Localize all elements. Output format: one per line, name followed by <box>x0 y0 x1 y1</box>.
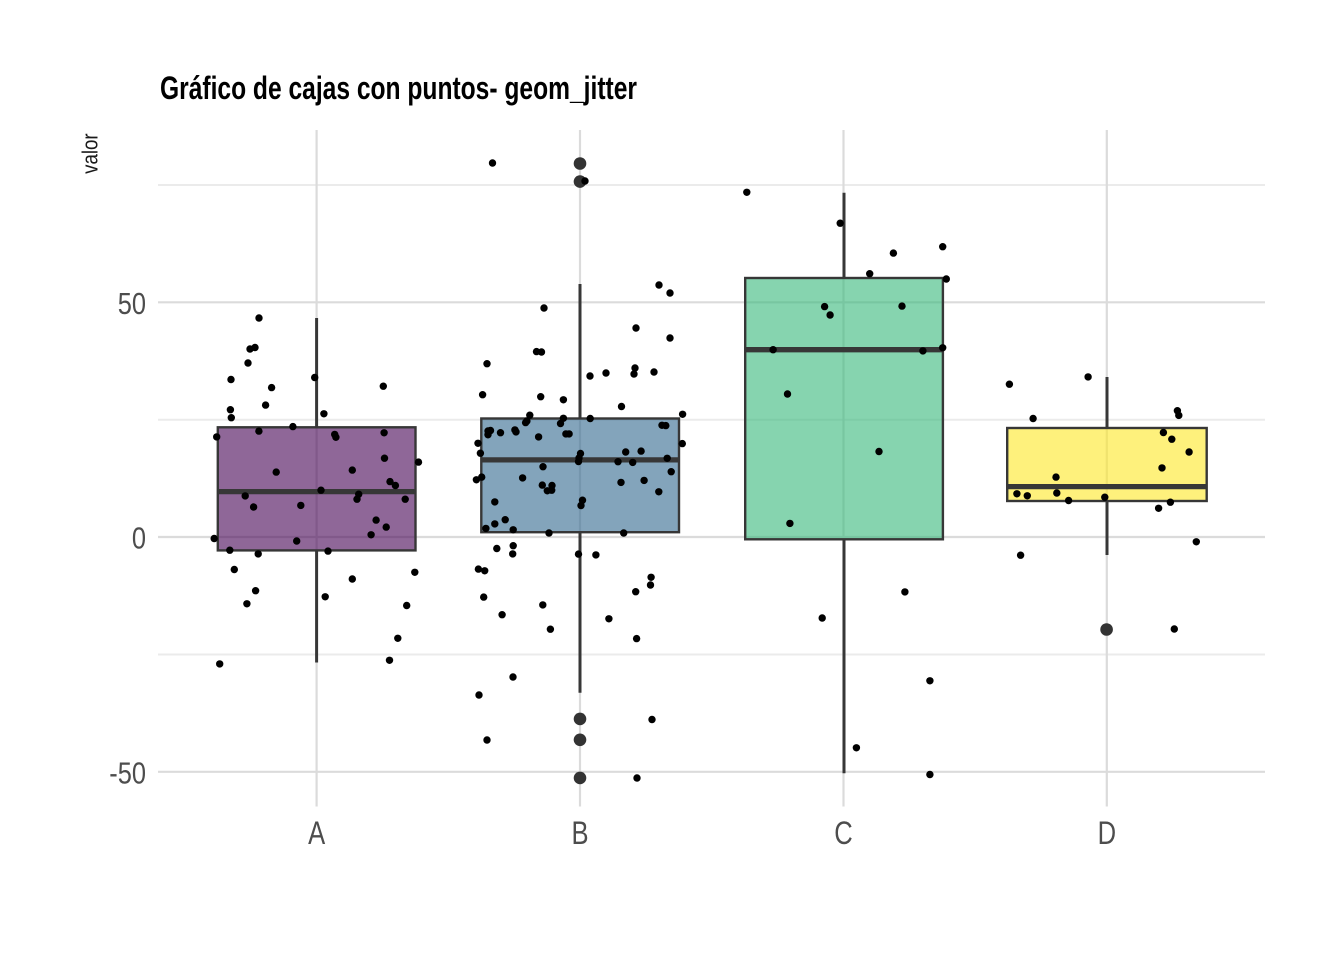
svg-text:B: B <box>571 817 588 852</box>
svg-text:50: 50 <box>118 287 146 322</box>
svg-text:Gráfico de cajas con puntos- g: Gráfico de cajas con puntos- geom_jitter <box>160 71 637 107</box>
svg-text:-50: -50 <box>109 756 146 791</box>
svg-text:A: A <box>308 817 326 852</box>
svg-text:0: 0 <box>132 521 146 556</box>
svg-text:C: C <box>834 817 852 852</box>
svg-text:D: D <box>1098 817 1116 852</box>
svg-text:valor: valor <box>79 133 103 174</box>
